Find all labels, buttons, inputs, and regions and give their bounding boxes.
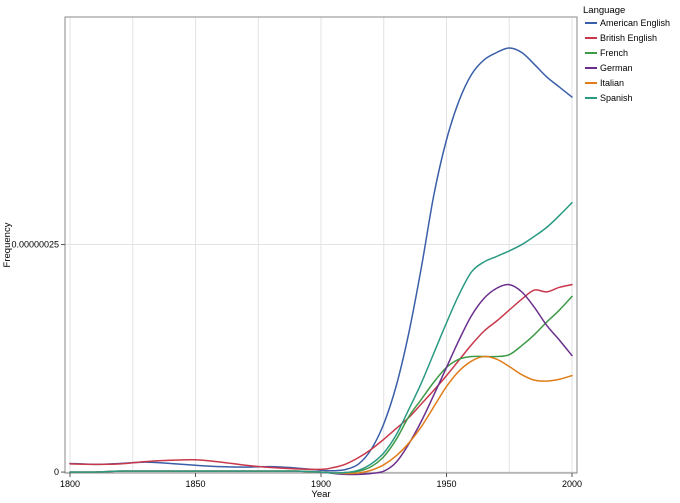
x-tick-label: 1900: [311, 479, 331, 489]
legend-title: Language: [583, 5, 625, 16]
series-lines: [69, 47, 573, 476]
x-tick-label: 1850: [185, 479, 205, 489]
series-line-british-english: [69, 283, 573, 471]
x-tick-label: 1950: [436, 479, 456, 489]
x-axis-title: Year: [311, 489, 330, 500]
legend-label-german: German: [600, 63, 633, 73]
gridlines: [65, 17, 577, 473]
y-tick-label: 0.00000025: [11, 240, 59, 250]
y-axis-ticks: 0 0.00000025: [11, 240, 65, 477]
y-tick-label: 0: [54, 467, 59, 477]
x-axis-ticks: 1800 1850 1900 1950 2000: [60, 473, 582, 489]
legend-label-italian: Italian: [600, 78, 624, 88]
legend-label-spanish: Spanish: [600, 93, 633, 103]
legend-label-british-english: British English: [600, 33, 657, 43]
x-tick-label: 1800: [60, 479, 80, 489]
series-line-spanish: [69, 201, 573, 474]
x-tick-label: 2000: [562, 479, 582, 489]
legend-label-american-english: American English: [600, 18, 670, 28]
legend: Language American English British English…: [583, 5, 670, 103]
y-axis-title: Frequency: [2, 222, 13, 267]
series-line-american-english: [69, 47, 573, 472]
legend-label-french: French: [600, 48, 628, 58]
